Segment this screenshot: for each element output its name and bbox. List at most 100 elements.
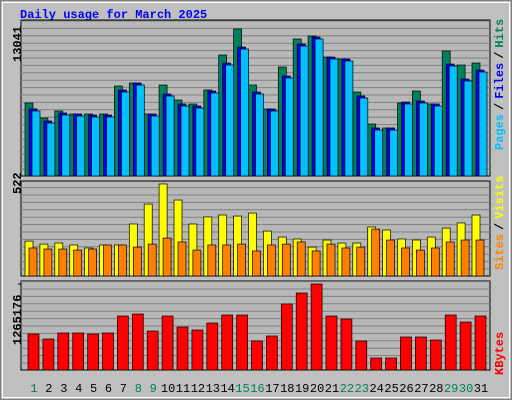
bar (419, 102, 428, 177)
bar (43, 248, 53, 277)
bar (31, 110, 41, 177)
x-tick-label: 2 (45, 382, 52, 396)
bar (207, 244, 217, 277)
x-tick-label: 12 (191, 382, 205, 396)
bar (478, 71, 488, 177)
bar (252, 250, 261, 277)
bar (131, 313, 144, 371)
bar (118, 244, 127, 277)
bar (280, 303, 293, 371)
bar (401, 247, 410, 277)
y-tick-label: 1265176 (11, 295, 25, 345)
x-tick-label: 10 (161, 382, 175, 396)
x-tick-label: 22 (340, 382, 354, 396)
bar (311, 250, 321, 277)
bar (225, 64, 235, 177)
bar (433, 105, 443, 177)
bar (106, 116, 115, 177)
bar (191, 329, 204, 371)
bar (314, 38, 324, 177)
bar (146, 330, 159, 371)
bar (76, 115, 86, 177)
y-tick-label: 522 (11, 172, 25, 194)
bar (28, 247, 38, 277)
bar (102, 332, 114, 371)
bar (416, 249, 425, 277)
bar (310, 283, 323, 371)
x-tick-label: 26 (399, 382, 413, 396)
bar (295, 292, 308, 371)
bar (165, 95, 175, 177)
bar (359, 97, 369, 177)
legend: Pages / Files / Hits (493, 19, 507, 150)
bar (325, 315, 338, 371)
bar (251, 340, 263, 371)
x-tick-label: 1 (30, 382, 37, 396)
bar (389, 129, 398, 177)
x-tick-label: 8 (135, 382, 142, 396)
legend: Sites / Visits (493, 176, 507, 270)
legend-entry: Files (493, 63, 507, 99)
bar (240, 48, 249, 177)
x-tick-label: 23 (355, 382, 369, 396)
bar (177, 241, 187, 277)
bar (463, 80, 473, 177)
x-tick-label: 18 (280, 382, 294, 396)
x-tick-label: 13 (206, 382, 220, 396)
bar (72, 332, 85, 371)
bar (281, 243, 291, 277)
bar (161, 315, 174, 371)
bar (135, 84, 145, 177)
bar (404, 103, 413, 177)
bar (374, 129, 384, 177)
bar (386, 239, 395, 277)
legend-separator: / (493, 52, 507, 59)
bar (430, 247, 440, 277)
bar (344, 60, 354, 177)
bar (415, 336, 427, 371)
bar (329, 58, 339, 177)
bar (370, 357, 383, 371)
bar (255, 93, 264, 177)
bar (117, 315, 129, 371)
x-tick-label: 5 (90, 382, 97, 396)
x-tick-label: 6 (105, 382, 112, 396)
x-tick-label: 16 (250, 382, 264, 396)
chart-title: Daily usage for March 2025 (20, 8, 207, 22)
bar (400, 336, 412, 371)
bar (57, 332, 70, 371)
bar (296, 241, 306, 277)
x-tick-label: 17 (265, 382, 279, 396)
bar (475, 239, 485, 277)
bar (237, 243, 246, 277)
x-tick-label: 3 (60, 382, 67, 396)
bar (176, 326, 189, 371)
bar (73, 249, 83, 277)
bar (270, 110, 279, 177)
bar (385, 357, 397, 371)
x-tick-label: 30 (459, 382, 473, 396)
legend-entry: Sites (493, 234, 507, 270)
legend-entry: KBytes (493, 332, 507, 375)
bar (340, 318, 353, 371)
bar (429, 339, 442, 371)
x-tick-label: 21 (325, 382, 339, 396)
x-tick-label: 9 (150, 382, 157, 396)
bar (91, 116, 100, 177)
bar (210, 92, 220, 177)
legend-entry: Pages (493, 114, 507, 150)
x-tick-label: 15 (235, 382, 249, 396)
bar (460, 239, 470, 277)
bar (42, 338, 55, 371)
x-tick-label: 11 (176, 382, 190, 396)
x-tick-label: 19 (295, 382, 309, 396)
bar (88, 248, 97, 277)
bar (355, 340, 368, 371)
y-tick-label: 13041 (11, 26, 25, 62)
bar (58, 248, 68, 277)
bar (444, 314, 457, 371)
bar (162, 237, 172, 277)
bar (222, 244, 232, 277)
legend-entry: Hits (493, 19, 507, 48)
